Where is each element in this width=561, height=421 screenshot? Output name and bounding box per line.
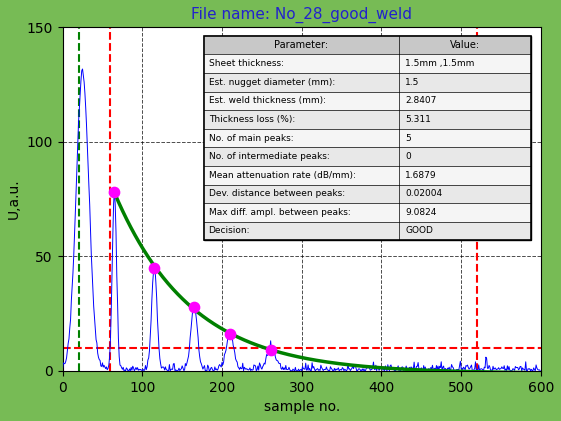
Point <box>267 347 276 354</box>
Title: File name: No_28_good_weld: File name: No_28_good_weld <box>191 7 412 23</box>
Point <box>150 264 159 271</box>
Point <box>226 331 234 338</box>
Point <box>190 303 199 310</box>
X-axis label: sample no.: sample no. <box>264 400 340 414</box>
Y-axis label: U,a.u.: U,a.u. <box>7 179 21 219</box>
Point <box>110 189 119 195</box>
